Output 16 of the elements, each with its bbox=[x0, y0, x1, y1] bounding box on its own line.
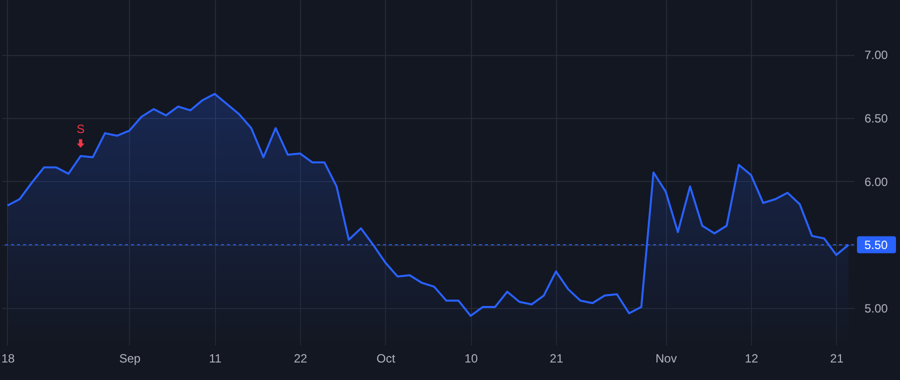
y-tick-label: 5.00 bbox=[864, 302, 888, 316]
x-tick-label: 21 bbox=[550, 352, 564, 366]
y-tick-label: 6.00 bbox=[864, 174, 888, 189]
y-tick-label: 6.50 bbox=[864, 111, 888, 126]
x-tick-label: 12 bbox=[744, 352, 758, 366]
x-tick-label: 21 bbox=[830, 352, 844, 366]
annotation: S bbox=[76, 122, 85, 136]
x-tick-label: 11 bbox=[208, 352, 222, 366]
ref-line-label: 5.50 bbox=[864, 238, 888, 252]
x-tick-label: 10 bbox=[464, 352, 478, 366]
y-tick-label: 7.00 bbox=[864, 48, 888, 62]
x-tick-label: 18 bbox=[1, 352, 15, 366]
x-tick-label: Nov bbox=[656, 352, 677, 366]
x-tick-label: 22 bbox=[294, 352, 308, 366]
x-tick-label: Oct bbox=[376, 352, 396, 366]
x-tick-label: Sep bbox=[119, 352, 141, 366]
